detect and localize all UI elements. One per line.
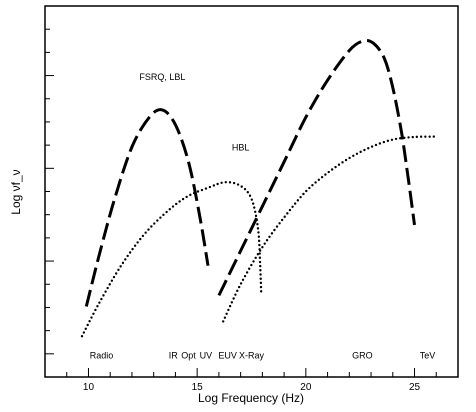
x-tick-label: 20: [300, 382, 312, 393]
annotation-label: Radio: [90, 350, 114, 360]
series-layer: [80, 39, 438, 338]
annotation-label: Opt: [181, 350, 196, 360]
plot-frame: [44, 5, 459, 378]
series-line-fsrq-lbl: [217, 39, 416, 297]
annotation-label: TeV: [420, 350, 436, 360]
x-axis-label: Log Frequency (Hz): [198, 391, 304, 405]
annotation-label: EUV: [218, 350, 237, 360]
y-axis-label: Log νf_ν: [9, 169, 23, 214]
series-line-hbl: [222, 135, 438, 323]
annotation-label: IR: [169, 350, 179, 360]
series-line-fsrq-lbl: [84, 108, 210, 307]
annotation-label: FSRQ, LBL: [139, 72, 185, 82]
annotation-layer: FSRQ, LBL HBL Radio IR Opt UV EUV X-Ray GRO TeV: [90, 72, 436, 360]
x-tick-label: 10: [83, 382, 95, 393]
axis-ticks: [44, 5, 459, 378]
x-tick-labels: 10 15 20 25: [83, 382, 421, 393]
annotation-label: UV: [200, 350, 213, 360]
annotation-label: GRO: [352, 350, 373, 360]
series-line-hbl: [80, 180, 263, 338]
x-tick-label: 25: [409, 382, 421, 393]
annotation-label: X-Ray: [239, 350, 265, 360]
annotation-label: HBL: [232, 143, 250, 153]
x-tick-label: 15: [192, 382, 204, 393]
